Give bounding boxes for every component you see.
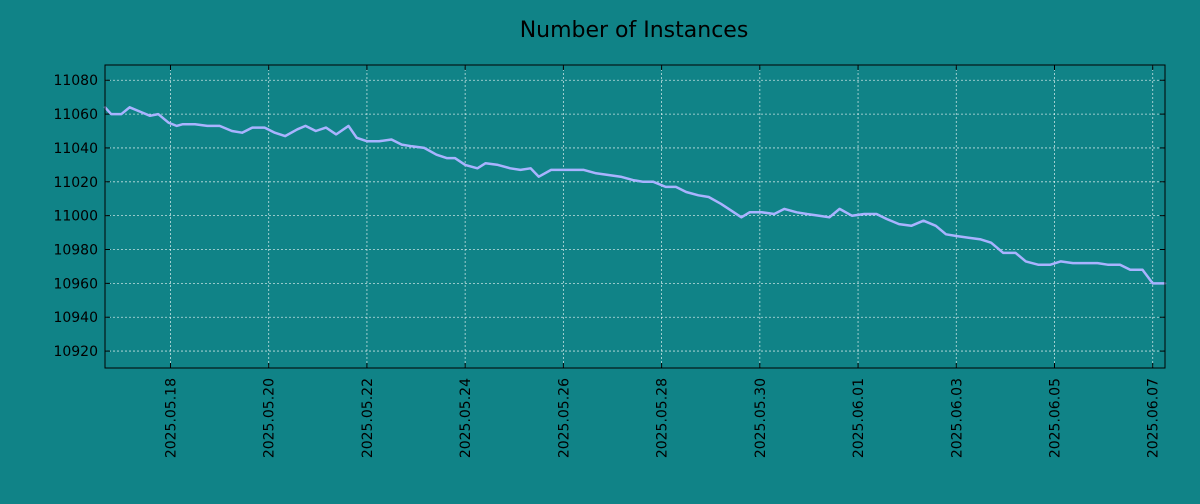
x-tick-label: 2025.06.05: [1047, 378, 1063, 458]
plot-frame: [104, 64, 1166, 369]
y-tick-label: 11060: [53, 107, 98, 123]
series-line-0: [103, 106, 1167, 285]
x-tick-label: 2025.05.26: [556, 378, 572, 458]
y-tick-label: 11020: [53, 175, 98, 191]
chart-title: Number of Instances: [520, 18, 749, 43]
x-tick-label: 2025.06.03: [949, 378, 965, 458]
y-tick-label: 10980: [53, 243, 98, 259]
grid-lines: [105, 65, 1165, 368]
x-axis: 2025.05.18 2025.05.20 2025.05.22 2025.05.24…: [163, 65, 1162, 458]
x-tick-label: 2025.06.01: [851, 378, 867, 458]
y-tick-label: 11080: [53, 73, 98, 89]
y-axis: 10920 10940 10960 10980 11000 11020 11040 11060…: [53, 73, 1165, 360]
y-tick-label: 10940: [53, 310, 98, 326]
x-tick-label: 2025.05.28: [655, 378, 671, 458]
x-tick-label: 2025.05.22: [360, 378, 376, 458]
y-tick-label: 10920: [53, 344, 98, 360]
y-tick-label: 10960: [53, 276, 98, 292]
y-tick-label: 11000: [53, 209, 98, 225]
x-tick-label: 2025.05.30: [753, 378, 769, 458]
x-tick-label: 2025.05.20: [262, 378, 278, 458]
x-tick-label: 2025.05.24: [458, 378, 474, 458]
x-tick-label: 2025.06.07: [1146, 378, 1162, 458]
y-tick-label: 11040: [53, 141, 98, 157]
series-layer: [103, 106, 1167, 285]
x-tick-label: 2025.05.18: [163, 378, 179, 458]
